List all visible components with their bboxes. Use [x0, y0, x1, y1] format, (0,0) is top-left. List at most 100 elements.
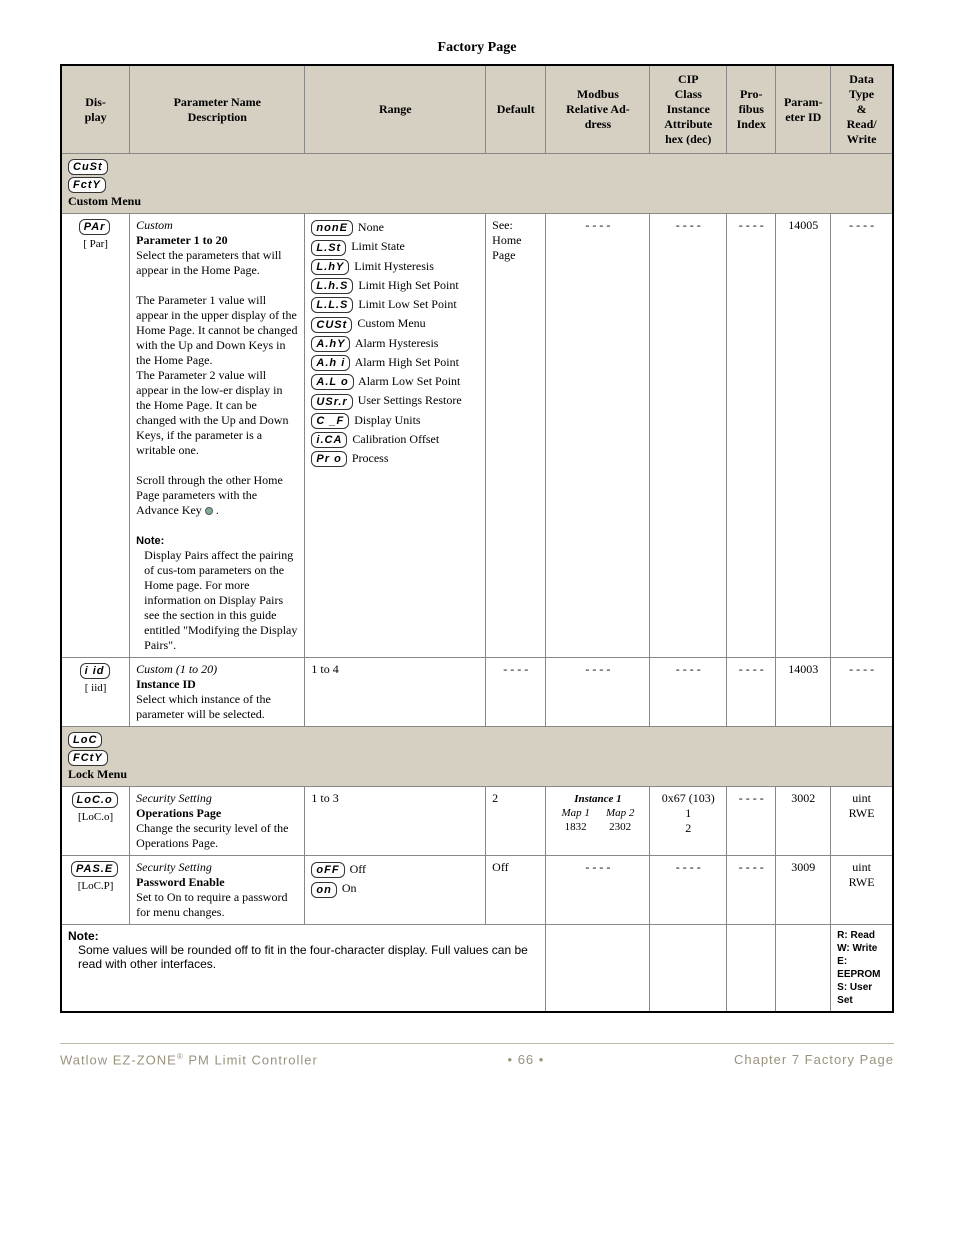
cell-par-range: nonE NoneL.St Limit StateL.hY Limit Hyst…	[305, 214, 486, 658]
cell-iid-desc: Custom (1 to 20) Instance ID Select whic…	[130, 658, 305, 727]
col-range: Range	[305, 65, 486, 154]
cell-loco-modbus: Instance 1 Map 1 Map 2 1832 2302	[546, 787, 650, 856]
range-item: A.h i Alarm High Set Point	[311, 353, 479, 372]
map1-label: Map 1	[554, 807, 597, 819]
cell-loco-profibus: - - - -	[727, 787, 776, 856]
pase-dtype1: uint	[852, 860, 871, 874]
note-label: Note:	[136, 535, 164, 547]
cell-par-cip: - - - -	[650, 214, 727, 658]
seg-pase: PAS.E	[71, 861, 118, 877]
cell-pase-modbus: - - - -	[546, 856, 650, 925]
cell-par-desc: Custom Parameter 1 to 20 Select the para…	[130, 214, 305, 658]
cell-iid-dtype: - - - -	[831, 658, 893, 727]
seg-par: PAr	[79, 219, 111, 235]
loco-desc: Change the security level of the Operati…	[136, 821, 288, 850]
row-iid: i id [ iid] Custom (1 to 20) Instance ID…	[61, 658, 893, 727]
note-body: Display Pairs affect the pairing of cus-…	[136, 548, 298, 653]
cell-pase-paramid: 3009	[776, 856, 831, 925]
cell-iid-range: 1 to 4	[305, 658, 486, 727]
cell-par-paramid: 14005	[776, 214, 831, 658]
footer-blank-1	[546, 925, 650, 1013]
pase-dtype2: RWE	[849, 875, 875, 889]
param-bold: Parameter 1 to 20	[136, 233, 227, 247]
range-item: L.hY Limit Hysteresis	[311, 257, 479, 276]
cell-pase-default: Off	[486, 856, 546, 925]
footer-right: Chapter 7 Factory Page	[734, 1052, 894, 1067]
table-header-row: Dis-play Parameter NameDescription Range…	[61, 65, 893, 154]
footer-note-row: Note: Some values will be rounded off to…	[61, 925, 893, 1013]
cell-iid-profibus: - - - -	[727, 658, 776, 727]
footer-left-b: PM Limit Controller	[188, 1052, 318, 1067]
cell-pase-desc: Security Setting Password Enable Set to …	[130, 856, 305, 925]
cell-pase-range: oFF Offon On	[305, 856, 486, 925]
lock-label: Lock Menu	[68, 767, 127, 781]
legend-w: W: Write	[837, 943, 877, 954]
range-item: USr.r User Settings Restore	[311, 391, 479, 410]
iid-desc: Select which instance of the parameter w…	[136, 692, 271, 721]
seg-loc: LoC	[68, 732, 102, 748]
col-profibus: Pro-fibusIndex	[727, 65, 776, 154]
footer-legend-cell: R: Read W: Write E: EEPROM S: User Set	[831, 925, 893, 1013]
section-label: Custom Menu	[68, 194, 141, 208]
footer-blank-2	[650, 925, 727, 1013]
footer-left-a: Watlow EZ-ZONE	[60, 1052, 177, 1067]
seg-iid: i id	[80, 663, 110, 679]
desc1: Select the parameters that will appear i…	[136, 248, 281, 277]
cell-pase-profibus: - - - -	[727, 856, 776, 925]
cell-loco-desc: Security Setting Operations Page Change …	[130, 787, 305, 856]
cell-iid-cip: - - - -	[650, 658, 727, 727]
section-lock-menu: LoC FCtY Lock Menu	[61, 727, 893, 787]
seg-cust: CuSt	[68, 159, 108, 175]
range-item: nonE None	[311, 218, 479, 237]
seg-loco: LoC.o	[72, 792, 118, 808]
cell-iid-modbus: - - - -	[546, 658, 650, 727]
loco-bold: Operations Page	[136, 806, 221, 820]
cip-l1: 0x67 (103)	[662, 791, 715, 805]
map1-val: 1832	[554, 821, 597, 833]
map2-label: Map 2	[599, 807, 642, 819]
col-modbus: ModbusRelative Ad-dress	[546, 65, 650, 154]
sub-par: [ Par]	[83, 238, 108, 250]
cell-par-profibus: - - - -	[727, 214, 776, 658]
cell-loco-cip: 0x67 (103) 1 2	[650, 787, 727, 856]
cell-pase-cip: - - - -	[650, 856, 727, 925]
footer-note-body: Some values will be rounded off to fit i…	[68, 943, 539, 971]
cip-l3: 2	[685, 821, 691, 835]
loco-dtype2: RWE	[849, 806, 875, 820]
footer-blank-4	[776, 925, 831, 1013]
sub-loco: [LoC.o]	[78, 811, 113, 823]
desc2: The Parameter 1 value will appear in the…	[136, 293, 297, 367]
range-item: L.L.S Limit Low Set Point	[311, 295, 479, 314]
range-item: on On	[311, 879, 479, 898]
footer-note-label: Note:	[68, 929, 99, 943]
cell-par-default: See: Home Page	[486, 214, 546, 658]
pase-desc: Set to On to require a password for menu…	[136, 890, 287, 919]
cell-loco-range: 1 to 3	[305, 787, 486, 856]
loco-title: Security Setting	[136, 791, 212, 805]
cell-iid-default: - - - -	[486, 658, 546, 727]
range-item: A.L o Alarm Low Set Point	[311, 372, 479, 391]
range-item: CUSt Custom Menu	[311, 314, 479, 333]
range-item: oFF Off	[311, 860, 479, 879]
cell-iid-paramid: 14003	[776, 658, 831, 727]
col-paramid: Param-eter ID	[776, 65, 831, 154]
factory-table: Dis-play Parameter NameDescription Range…	[60, 64, 894, 1013]
param-title: Custom	[136, 218, 173, 232]
col-cip: CIPClassInstanceAttributehex (dec)	[650, 65, 727, 154]
pase-bold: Password Enable	[136, 875, 224, 889]
cell-par-dtype: - - - -	[831, 214, 893, 658]
cell-par-modbus: - - - -	[546, 214, 650, 658]
desc3: The Parameter 2 value will appear in the…	[136, 368, 288, 457]
inst-header: Instance 1	[554, 793, 641, 805]
col-dtype: DataType&Read/Write	[831, 65, 893, 154]
seg-fcty2: FCtY	[68, 750, 108, 766]
sub-iid: [ iid]	[85, 682, 107, 694]
col-display: Dis-play	[61, 65, 130, 154]
footer-page-num: 66	[518, 1052, 534, 1067]
seg-fcty: FctY	[68, 177, 106, 193]
iid-title: Custom (1 to 20)	[136, 662, 217, 676]
iid-bold: Instance ID	[136, 677, 196, 691]
row-par: PAr [ Par] Custom Parameter 1 to 20 Sele…	[61, 214, 893, 658]
range-item: C _F Display Units	[311, 411, 479, 430]
footer-center: • 66 •	[508, 1052, 545, 1067]
